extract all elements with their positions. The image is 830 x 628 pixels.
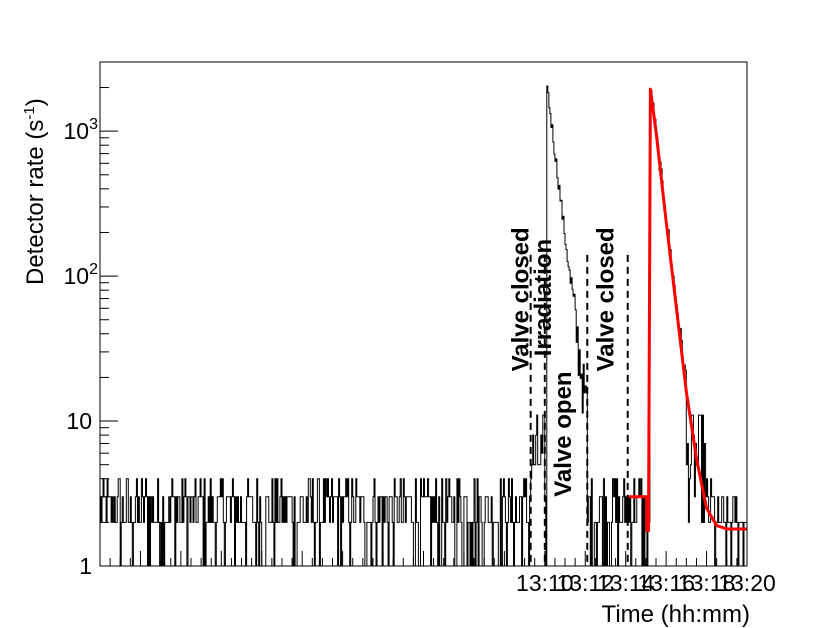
fit-layer — [529, 87, 747, 566]
fit-series-line — [627, 87, 747, 533]
phase-label-4: Valve closed — [593, 227, 620, 371]
x-tick-label: 13:18 — [678, 570, 736, 596]
y-axis-label: Detector rate (s-1) — [21, 98, 49, 285]
x-tick-label: 13:16 — [637, 570, 695, 596]
x-tick-label: 13:20 — [718, 570, 776, 596]
x-axis-label: Time (hh:mm) — [602, 601, 750, 628]
x-tick-label: 13:14 — [597, 570, 655, 596]
y-tick-label: 10 — [66, 408, 92, 434]
phase-label-1: Valve closed — [508, 227, 535, 371]
data-series-line — [100, 85, 747, 567]
x-tick-label: 13:10 — [516, 570, 574, 596]
label-layer: Detector rate (s-1) Time (hh:mm) Valve c… — [21, 98, 750, 628]
phase-label-2: Irradiation — [530, 239, 557, 356]
data-layer — [100, 85, 747, 567]
phase-label-3: Valve open — [550, 371, 577, 496]
x-tick-label: 13:12 — [556, 570, 614, 596]
y-tick-label: 102 — [64, 261, 99, 289]
y-tick-label: 103 — [64, 116, 99, 144]
y-tick-label: 1 — [79, 553, 92, 579]
